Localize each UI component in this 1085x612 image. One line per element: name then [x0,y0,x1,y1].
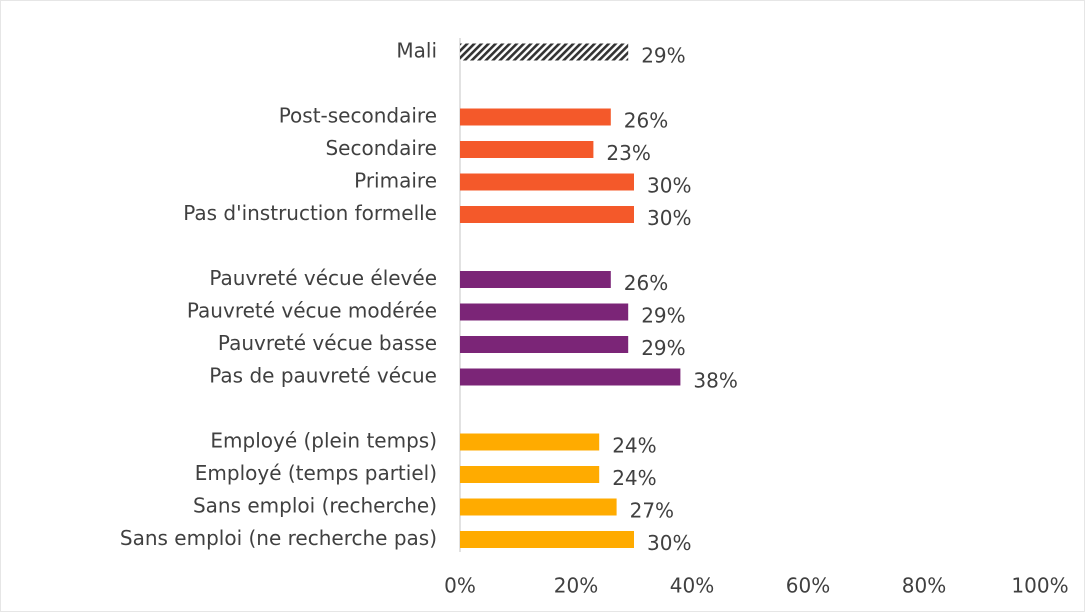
bar [460,368,681,386]
y-tick-label: Sans emploi (recherche) [193,494,437,518]
bar [460,303,629,321]
bar [460,108,611,126]
y-tick-label: Post-secondaire [279,104,437,128]
bar [460,336,629,353]
value-label: 23% [606,141,650,165]
y-tick-label: Pauvreté vécue élevée [209,266,437,290]
y-tick-label: Pas de pauvreté vécue [209,364,437,388]
y-tick-label: Secondaire [325,136,437,160]
y-tick-label: Sans emploi (ne recherche pas) [120,526,437,550]
value-label: 27% [630,499,674,523]
x-tick-label: 80% [902,574,946,598]
value-label: 30% [647,174,691,198]
value-label: 29% [641,304,685,328]
bar [460,498,617,516]
y-tick-label: Mali [396,39,437,63]
value-label: 30% [647,206,691,230]
bar [460,466,600,483]
x-tick-label: 60% [786,574,830,598]
x-tick-label: 0% [444,574,476,598]
y-tick-label: Pauvreté vécue basse [218,331,437,355]
x-tick-label: 100% [1011,574,1068,598]
value-label: 24% [612,434,656,458]
value-label: 38% [693,369,737,393]
value-label: 26% [624,109,668,133]
bar [460,531,634,548]
value-label: 30% [647,531,691,555]
y-tick-label: Pas d'instruction formelle [183,201,437,225]
bar [460,206,634,223]
bar [460,433,600,451]
y-tick-label: Employé (temps partiel) [195,461,437,485]
y-tick-label: Primaire [354,169,437,193]
value-label: 26% [624,271,668,295]
bar [460,271,611,288]
bar [460,141,594,158]
value-label: 29% [641,336,685,360]
value-label: 29% [641,44,685,68]
x-tick-label: 40% [670,574,714,598]
y-tick-label: Pauvreté vécue modérée [187,299,437,323]
x-tick-label: 20% [554,574,598,598]
bar [460,43,629,61]
value-label: 24% [612,466,656,490]
bar [460,173,634,191]
y-tick-label: Employé (plein temps) [210,429,437,453]
